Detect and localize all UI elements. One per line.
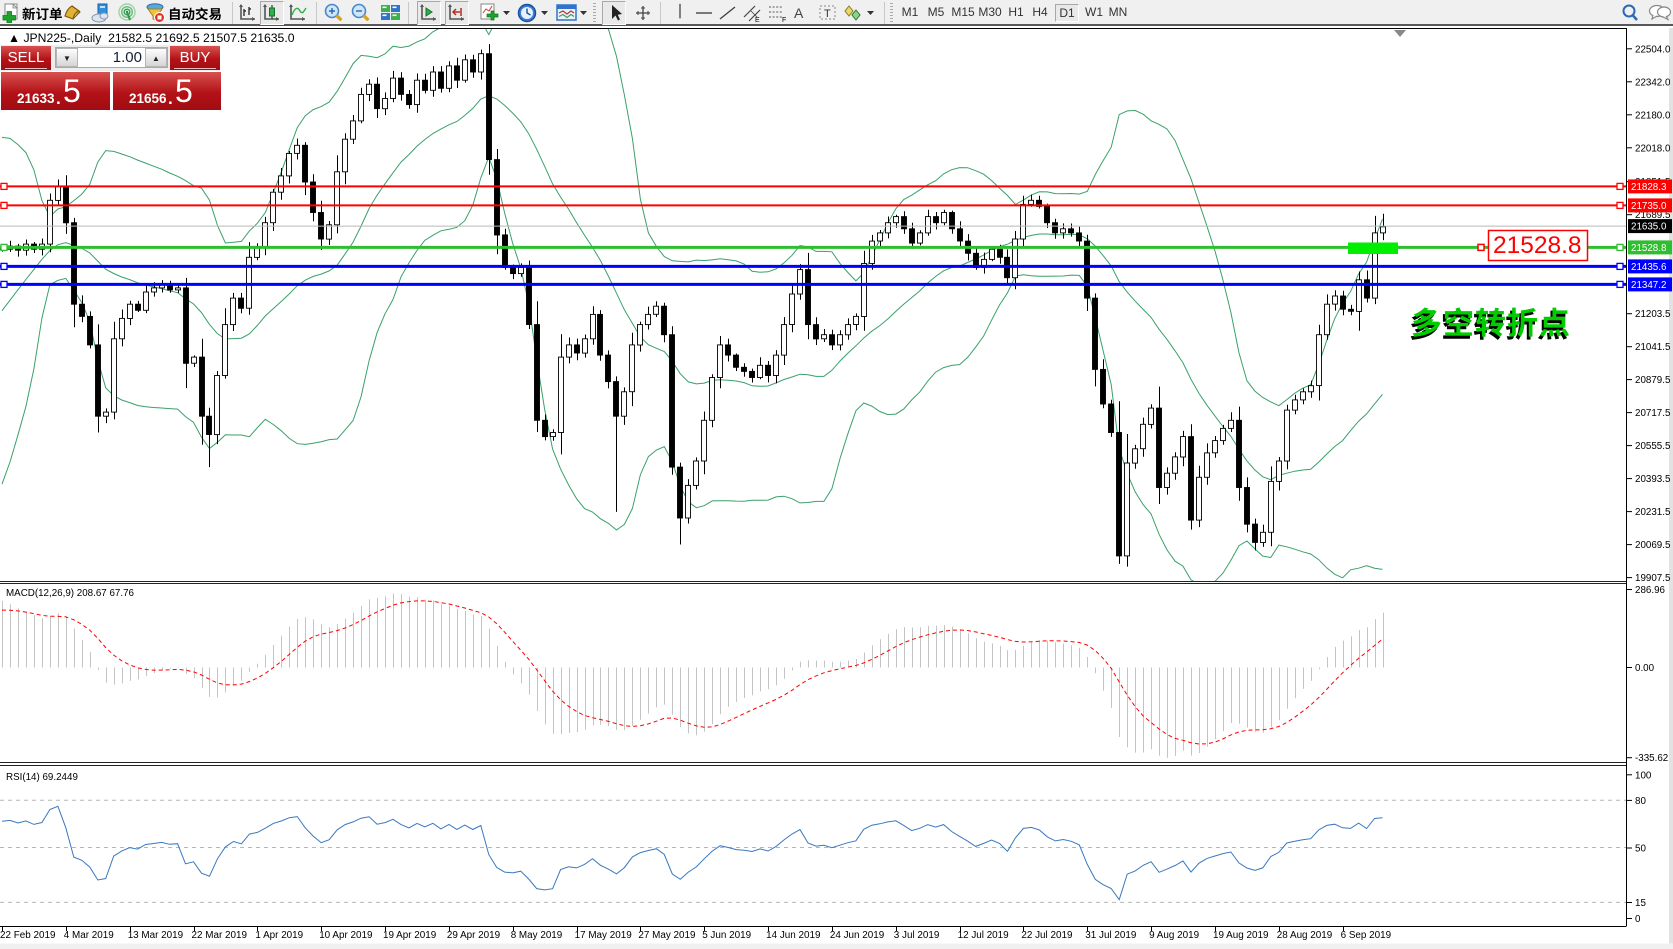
svg-text:20231.5: 20231.5	[1635, 507, 1671, 518]
svg-text:21203.5: 21203.5	[1635, 309, 1671, 320]
svg-text:21528.8: 21528.8	[1631, 243, 1667, 254]
svg-text:22018.0: 22018.0	[1635, 143, 1671, 154]
svg-text:100: 100	[1635, 770, 1652, 781]
svg-text:21347.2: 21347.2	[1631, 280, 1666, 291]
svg-text:21041.5: 21041.5	[1635, 342, 1671, 353]
svg-text:22 Jul 2019: 22 Jul 2019	[1021, 930, 1073, 941]
svg-text:31 Jul 2019: 31 Jul 2019	[1085, 930, 1137, 941]
svg-text:-335.62: -335.62	[1635, 753, 1668, 764]
svg-text:22504.0: 22504.0	[1635, 44, 1671, 55]
svg-text:80: 80	[1635, 796, 1646, 807]
svg-text:14 Jun 2019: 14 Jun 2019	[766, 930, 821, 941]
svg-text:3 Jul 2019: 3 Jul 2019	[894, 930, 940, 941]
svg-text:286.96: 286.96	[1635, 585, 1666, 596]
svg-text:0: 0	[1635, 914, 1641, 925]
svg-text:24 Jun 2019: 24 Jun 2019	[830, 930, 885, 941]
svg-text:RSI(14) 69.2449: RSI(14) 69.2449	[6, 772, 78, 783]
svg-text:17 May 2019: 17 May 2019	[575, 930, 633, 941]
svg-text:19 Aug 2019: 19 Aug 2019	[1213, 930, 1269, 941]
svg-text:13 Mar 2019: 13 Mar 2019	[128, 930, 184, 941]
svg-text:21635.0: 21635.0	[1631, 222, 1667, 233]
svg-text:0.00: 0.00	[1635, 663, 1655, 674]
svg-text:6 Sep 2019: 6 Sep 2019	[1341, 930, 1392, 941]
svg-text:12 Jul 2019: 12 Jul 2019	[958, 930, 1010, 941]
svg-text:21435.6: 21435.6	[1631, 262, 1667, 273]
svg-text:F: F	[782, 17, 786, 23]
svg-text:20069.5: 20069.5	[1635, 540, 1671, 551]
svg-text:8 May 2019: 8 May 2019	[511, 930, 563, 941]
svg-text:28 Aug 2019: 28 Aug 2019	[1277, 930, 1333, 941]
svg-text:22342.0: 22342.0	[1635, 77, 1671, 88]
svg-text:T: T	[824, 8, 831, 20]
svg-text:29 Apr 2019: 29 Apr 2019	[447, 930, 501, 941]
svg-text:1 Apr 2019: 1 Apr 2019	[255, 930, 303, 941]
svg-text:MACD(12,26,9) 208.67 67.76: MACD(12,26,9) 208.67 67.76	[6, 588, 135, 599]
svg-text:22 Mar 2019: 22 Mar 2019	[192, 930, 248, 941]
svg-text:21528.8: 21528.8	[1493, 232, 1582, 259]
svg-text:22 Feb 2019: 22 Feb 2019	[0, 930, 56, 941]
svg-text:10 Apr 2019: 10 Apr 2019	[319, 930, 373, 941]
svg-text:20393.5: 20393.5	[1635, 474, 1671, 485]
svg-text:22180.0: 22180.0	[1635, 110, 1671, 121]
svg-text:5 Jun 2019: 5 Jun 2019	[702, 930, 751, 941]
svg-text:21735.0: 21735.0	[1631, 201, 1667, 212]
svg-text:19 Apr 2019: 19 Apr 2019	[383, 930, 437, 941]
svg-text:4 Mar 2019: 4 Mar 2019	[64, 930, 114, 941]
svg-text:50: 50	[1635, 844, 1646, 855]
svg-text:20555.5: 20555.5	[1635, 441, 1671, 452]
svg-text:21689.5: 21689.5	[1635, 210, 1671, 221]
svg-text:21828.3: 21828.3	[1631, 182, 1667, 193]
svg-text:19907.5: 19907.5	[1635, 573, 1671, 584]
svg-text:9 Aug 2019: 9 Aug 2019	[1149, 930, 1199, 941]
svg-text:15: 15	[1635, 898, 1646, 909]
svg-text:27 May 2019: 27 May 2019	[638, 930, 696, 941]
svg-text:E: E	[755, 17, 760, 23]
svg-text:20717.5: 20717.5	[1635, 408, 1671, 419]
svg-text:20879.5: 20879.5	[1635, 375, 1671, 386]
